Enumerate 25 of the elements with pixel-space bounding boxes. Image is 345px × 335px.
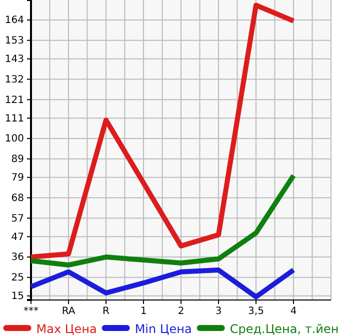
x-tick-label: R — [102, 306, 110, 318]
x-tick-label: RA — [62, 306, 76, 318]
y-tick-label: 47 — [11, 232, 24, 243]
legend-label: Max Цена — [36, 322, 97, 335]
y-tick-label: 153 — [4, 36, 24, 47]
y-tick-label: 164 — [4, 15, 24, 26]
x-tick-label: 4 — [290, 306, 297, 318]
y-tick-label: 79 — [11, 172, 24, 184]
y-tick-label: 132 — [4, 74, 24, 86]
y-tick-label: 121 — [4, 94, 24, 106]
y-tick-label: 89 — [11, 154, 24, 166]
x-tick-label: 2 — [178, 306, 184, 318]
legend-label: Min Цена — [134, 322, 192, 335]
x-tick-label: 1 — [140, 306, 147, 318]
y-tick-label: 68 — [11, 192, 24, 204]
y-tick-label: 25 — [11, 272, 24, 284]
y-tick-label: 111 — [4, 113, 24, 124]
y-tick-label: 143 — [4, 54, 24, 66]
x-tick-label: 3,5 — [248, 306, 264, 318]
y-tick-label: 15 — [11, 291, 24, 302]
y-tick-label: 100 — [4, 134, 24, 145]
y-tick-label: 57 — [11, 213, 24, 224]
y-tick-label: 36 — [11, 252, 24, 264]
x-tick-label: *** — [24, 306, 38, 318]
x-tick-label: 3 — [215, 306, 222, 318]
